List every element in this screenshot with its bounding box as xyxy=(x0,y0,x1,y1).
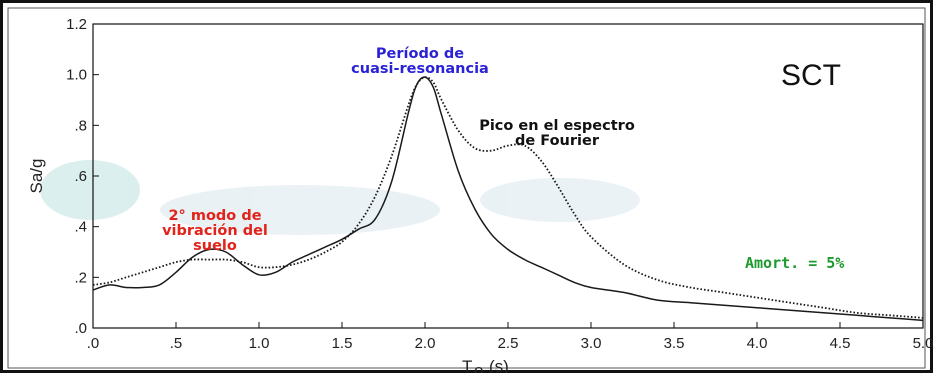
y-tick-label: .4 xyxy=(74,219,87,236)
y-tick-label: 1.0 xyxy=(66,67,87,84)
x-tick-label: .0 xyxy=(87,335,100,352)
annotation-second-mode-line-1: 2° modo de xyxy=(168,208,261,224)
annotation-second-mode: 2° modo de vibración del suelo xyxy=(162,208,268,254)
annotation-fourier-peak-line-2: de Fourier xyxy=(515,133,600,149)
x-tick-label: 4.5 xyxy=(830,335,851,352)
x-tick-label: 3.5 xyxy=(664,335,685,352)
annotation-damping: Amort. = 5% xyxy=(745,254,844,272)
x-tick-label: 1.5 xyxy=(332,335,353,352)
x-tick-label: 5.0 xyxy=(913,335,933,352)
ticks-layer: .0 .5 1.0 1.5 2.0 2.5 3.0 3.5 4.0 4.5 5.0 .0 .2 .4 .6.… xyxy=(66,16,933,352)
annotation-quasi-resonance: Período de cuasi-resonancia xyxy=(351,46,489,77)
background-watermark xyxy=(40,160,640,235)
chart-title-sct: SCT xyxy=(781,59,841,92)
x-tick-label: 3.0 xyxy=(581,335,602,352)
x-axis-title-subscript: o xyxy=(474,361,483,373)
x-axis-title: T o (s) xyxy=(462,357,509,378)
x-tick-label: 2.5 xyxy=(498,335,519,352)
x-tick-label: .5 xyxy=(170,335,183,352)
inner-frame xyxy=(7,7,926,369)
annotation-quasi-resonance-line-1: Período de xyxy=(376,46,464,62)
y-tick-label: .0 xyxy=(74,320,87,337)
x-tick-label: 1.0 xyxy=(249,335,270,352)
series-line-dotted xyxy=(92,76,924,319)
y-tick-label: .8 xyxy=(74,117,87,134)
annotation-fourier-peak-line-1: Pico en el espectro xyxy=(479,118,635,134)
x-tick-label: 2.0 xyxy=(415,335,436,352)
annotation-second-mode-line-3: suelo xyxy=(193,238,237,254)
x-tick-label: 4.0 xyxy=(747,335,768,352)
series-layer xyxy=(92,76,924,322)
y-tick-label: .2 xyxy=(74,269,87,286)
x-axis-title-main: T xyxy=(462,357,472,373)
annotation-fourier-peak: Pico en el espectro de Fourier xyxy=(479,118,635,149)
annotation-second-mode-line-2: vibración del xyxy=(162,223,268,239)
annotation-quasi-resonance-line-2: cuasi-resonancia xyxy=(351,61,489,77)
x-axis-title-unit: (s) xyxy=(489,357,509,373)
y-tick-label: .6 xyxy=(74,168,87,185)
series-line-solid xyxy=(92,76,924,322)
y-axis-title: Sa/g xyxy=(27,159,46,194)
y-tick-label: 1.2 xyxy=(66,16,87,33)
